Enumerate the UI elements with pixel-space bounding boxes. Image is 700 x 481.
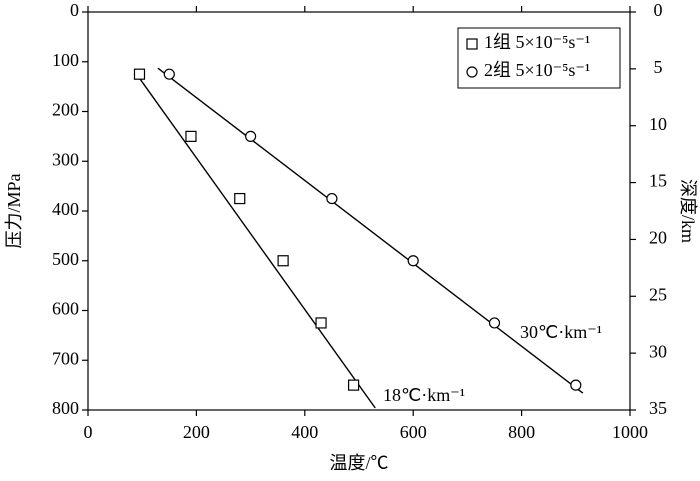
y-tick-label: 300 xyxy=(52,149,79,169)
point xyxy=(488,317,501,329)
point xyxy=(163,68,175,80)
y2-tick-label: 35 xyxy=(649,398,667,418)
y-tick-label: 600 xyxy=(52,299,79,319)
legend-marker xyxy=(466,38,478,50)
point xyxy=(277,255,289,267)
point xyxy=(234,192,246,205)
fit-line-label: 18℃·km⁻¹ xyxy=(383,385,465,405)
y-tick-label: 800 xyxy=(52,398,79,418)
y2-tick-label: 30 xyxy=(649,341,667,361)
x-axis-label: 温度/℃ xyxy=(329,453,388,473)
point xyxy=(347,379,360,391)
y2-tick-label: 5 xyxy=(654,57,663,77)
point xyxy=(245,130,257,142)
point xyxy=(326,192,338,205)
y2-tick-label: 20 xyxy=(649,228,667,248)
x-tick-label: 600 xyxy=(400,422,427,442)
fit-line xyxy=(157,67,584,394)
point xyxy=(315,317,327,329)
y-tick-label: 200 xyxy=(52,100,79,120)
fit-line xyxy=(134,71,376,409)
y2-tick-label: 0 xyxy=(654,0,663,20)
x-tick-label: 400 xyxy=(291,422,318,442)
y-axis-label: 压力/MPa xyxy=(4,173,24,248)
legend-marker xyxy=(466,66,478,78)
y2-tick-label: 25 xyxy=(649,284,667,304)
legend-box xyxy=(457,27,621,89)
point xyxy=(185,130,197,142)
x-tick-label: 200 xyxy=(183,422,210,442)
x-tick-label: 1000 xyxy=(612,422,648,442)
y2-tick-label: 10 xyxy=(649,114,667,134)
y2-axis-label: 深度/km xyxy=(678,179,698,243)
fit-line-label: 30℃·km⁻¹ xyxy=(520,322,602,342)
point xyxy=(133,68,146,80)
y-tick-label: 500 xyxy=(52,249,79,269)
point xyxy=(570,379,582,391)
point xyxy=(407,255,419,267)
y2-tick-label: 15 xyxy=(649,171,667,191)
legend-label: 1组 5×10⁻⁵s⁻¹ xyxy=(484,32,590,52)
y-tick-label: 0 xyxy=(70,0,79,20)
x-tick-label: 0 xyxy=(84,422,93,442)
y-tick-label: 400 xyxy=(52,199,79,219)
x-tick-label: 800 xyxy=(508,422,535,442)
y-tick-label: 700 xyxy=(52,348,79,368)
legend-label: 2组 5×10⁻⁵s⁻¹ xyxy=(484,60,590,80)
y-tick-label: 100 xyxy=(52,50,79,70)
